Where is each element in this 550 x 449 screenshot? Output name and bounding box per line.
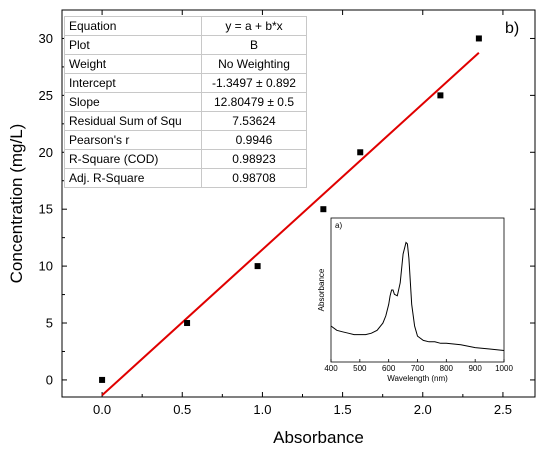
y-tick-label: 0 bbox=[46, 372, 53, 387]
y-tick-label: 25 bbox=[39, 88, 53, 103]
inset-x-tick-label: 900 bbox=[468, 364, 482, 373]
fit-table-row: Plot B bbox=[64, 35, 307, 55]
fit-table-key: Pearson's r bbox=[64, 130, 202, 150]
fit-table-key: Weight bbox=[64, 54, 202, 74]
data-point bbox=[99, 376, 106, 383]
data-point bbox=[254, 263, 261, 270]
inset-x-tick-label: 800 bbox=[440, 364, 454, 373]
data-point bbox=[320, 206, 327, 213]
fit-table-value: 7.53624 bbox=[201, 111, 307, 131]
inset-x-tick-label: 600 bbox=[382, 364, 396, 373]
fit-table-key: R-Square (COD) bbox=[64, 149, 202, 169]
panel-label-a: a) bbox=[335, 221, 342, 230]
panel-label-b: b) bbox=[505, 20, 520, 37]
fit-table-row: R-Square (COD) 0.98923 bbox=[64, 149, 307, 169]
x-tick-label: 2.0 bbox=[414, 402, 432, 417]
absorbance-spectrum-line bbox=[330, 241, 505, 351]
inset-x-axis-title: Wavelength (nm) bbox=[387, 374, 448, 383]
inset-plot: a) 400 500 600 700 800 900 1000 Wavelength (nm) A… bbox=[317, 217, 513, 383]
inset-frame bbox=[330, 217, 505, 363]
fit-table-value: -1.3497 ± 0.892 bbox=[201, 73, 307, 93]
data-point bbox=[357, 149, 364, 156]
x-tick-label: 0.0 bbox=[93, 402, 111, 417]
inset-x-tick-label: 700 bbox=[411, 364, 425, 373]
fit-table-value: 0.98923 bbox=[201, 149, 307, 169]
fit-table-row: Equation y = a + b*x bbox=[64, 16, 307, 36]
y-tick-label: 15 bbox=[39, 202, 53, 217]
fit-table-value: No Weighting bbox=[201, 54, 307, 74]
fit-table-row: Intercept -1.3497 ± 0.892 bbox=[64, 73, 307, 93]
fit-table-key: Equation bbox=[64, 16, 202, 36]
fit-table-row: Adj. R-Square 0.98708 bbox=[64, 168, 307, 188]
y-axis-title: Concentration (mg/L) bbox=[7, 124, 26, 284]
fit-table-row: Slope 12.80479 ± 0.5 bbox=[64, 92, 307, 112]
inset-x-tick-label: 500 bbox=[353, 364, 367, 373]
plot-frame bbox=[61, 9, 536, 398]
fit-table-value: 0.98708 bbox=[201, 168, 307, 188]
y-tick-label: 20 bbox=[39, 145, 53, 160]
data-point bbox=[184, 320, 191, 327]
fit-table-value: 12.80479 ± 0.5 bbox=[201, 92, 307, 112]
x-tick-label: 1.5 bbox=[334, 402, 352, 417]
x-axis-title: Absorbance bbox=[273, 428, 364, 447]
fit-table-key: Plot bbox=[64, 35, 202, 55]
y-tick-label: 30 bbox=[39, 31, 53, 46]
x-tick-label: 2.5 bbox=[494, 402, 512, 417]
y-tick-label: 10 bbox=[39, 259, 53, 274]
fit-table-key: Residual Sum of Squ bbox=[64, 111, 202, 131]
fit-table-value: 0.9946 bbox=[201, 130, 307, 150]
fit-table-row: Residual Sum of Squ 7.53624 bbox=[64, 111, 307, 131]
main-plot: 0.0 0.5 1.0 1.5 2.0 2.5 0 5 10 15 20 25 30 Absorbance… bbox=[7, 9, 536, 447]
x-tick-label: 0.5 bbox=[173, 402, 191, 417]
fit-table-key: Intercept bbox=[64, 73, 202, 93]
fit-table-row: Weight No Weighting bbox=[64, 54, 307, 74]
inset-x-tick-label: 1000 bbox=[495, 364, 513, 373]
fit-table-row: Pearson's r 0.9946 bbox=[64, 130, 307, 150]
fit-table-value: B bbox=[201, 35, 307, 55]
inset-y-axis-title: Absorbance bbox=[317, 268, 326, 311]
x-tick-label: 1.0 bbox=[253, 402, 271, 417]
inset-x-tick-label: 400 bbox=[324, 364, 338, 373]
fit-line bbox=[101, 52, 480, 397]
y-tick-label: 5 bbox=[46, 316, 53, 331]
data-point bbox=[437, 92, 444, 99]
fit-table-value: y = a + b*x bbox=[201, 16, 307, 36]
fit-table-key: Adj. R-Square bbox=[64, 168, 202, 188]
data-point bbox=[475, 35, 482, 42]
fit-table-key: Slope bbox=[64, 92, 202, 112]
fit-results-table: Equation y = a + b*x Plot B Weight No Weighti… bbox=[64, 16, 307, 188]
